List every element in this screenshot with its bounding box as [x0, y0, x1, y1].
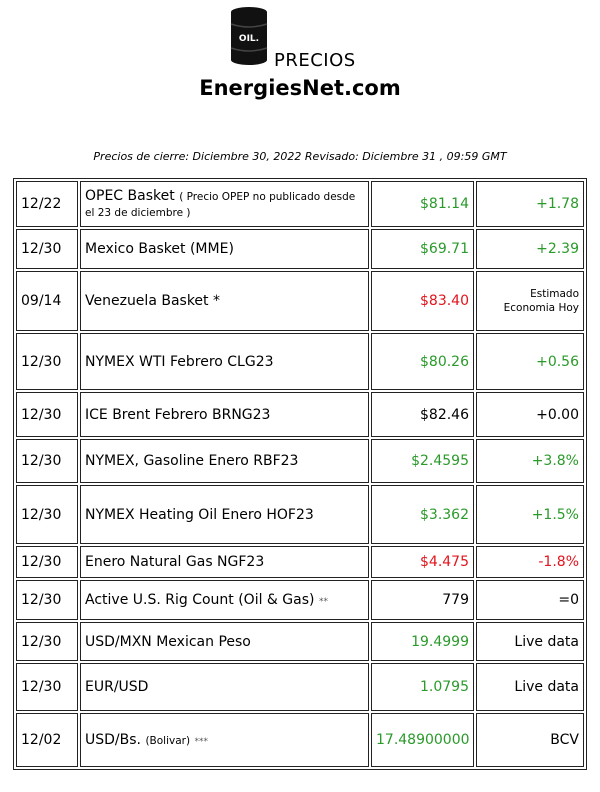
- instrument-note: (Bolivar): [145, 735, 191, 747]
- name-cell: NYMEX Heating Oil Enero HOF23: [80, 485, 369, 544]
- table-row: 12/30 EUR/USD 1.0795 Live data: [16, 663, 584, 711]
- table-row: 12/30 NYMEX WTI Febrero CLG23 $80.26 +0.56: [16, 333, 584, 390]
- date-cell: 12/02: [16, 713, 78, 767]
- date-cell: 12/30: [16, 663, 78, 711]
- instrument-name: NYMEX WTI Febrero CLG23: [85, 353, 274, 370]
- instrument-name: Enero Natural Gas NGF23: [85, 554, 265, 570]
- closing-note: Precios de cierre: Diciembre 30, 2022 Re…: [93, 150, 507, 163]
- date-cell: 12/30: [16, 229, 78, 269]
- oil-barrel-icon: OIL.: [230, 7, 268, 65]
- date-cell: 12/30: [16, 485, 78, 544]
- table-row: 12/30 USD/MXN Mexican Peso 19.4999 Live dat…: [16, 622, 584, 661]
- table-row: 12/02 USD/Bs. (Bolivar) *** 17.48900000 BCV: [16, 713, 584, 767]
- title: PRECIOS: [274, 50, 356, 71]
- date-cell: 09/14: [16, 271, 78, 331]
- change-cell: Estimado Economia Hoy: [476, 271, 584, 331]
- change-cell: +2.39: [476, 229, 584, 269]
- table-row: 12/30 Enero Natural Gas NGF23 $4.475 -1.8%: [16, 546, 584, 578]
- instrument-name: Mexico Basket (MME): [85, 241, 234, 257]
- name-cell: ICE Brent Febrero BRNG23: [80, 392, 369, 437]
- name-cell: OPEC Basket ( Precio OPEP no publicado d…: [80, 181, 369, 227]
- date-cell: 12/30: [16, 580, 78, 620]
- site-name: EnergiesNet.com: [199, 76, 401, 100]
- instrument-name: Active U.S. Rig Count (Oil & Gas): [85, 592, 315, 608]
- instrument-name: USD/Bs.: [85, 732, 141, 748]
- price-cell: 17.48900000: [371, 713, 474, 767]
- name-cell: NYMEX WTI Febrero CLG23: [80, 333, 369, 390]
- price-cell: $2.4595: [371, 439, 474, 483]
- footnote-mark: **: [318, 597, 328, 607]
- name-cell: Mexico Basket (MME): [80, 229, 369, 269]
- change-cell: -1.8%: [476, 546, 584, 578]
- table-row: 12/30 Mexico Basket (MME) $69.71 +2.39: [16, 229, 584, 269]
- date-cell: 12/30: [16, 439, 78, 483]
- price-table: 12/22 OPEC Basket ( Precio OPEP no public…: [13, 178, 587, 770]
- name-cell: USD/MXN Mexican Peso: [80, 622, 369, 661]
- date-cell: 12/30: [16, 622, 78, 661]
- header: OIL. PRECIOS EnergiesNet.com Precios de …: [0, 0, 600, 170]
- footnote-mark: ***: [194, 737, 209, 747]
- change-cell: =0: [476, 580, 584, 620]
- table-row: 12/30 NYMEX Heating Oil Enero HOF23 $3.362…: [16, 485, 584, 544]
- price-cell: 19.4999: [371, 622, 474, 661]
- instrument-name: Venezuela Basket *: [85, 293, 220, 309]
- price-cell: $69.71: [371, 229, 474, 269]
- name-cell: USD/Bs. (Bolivar) ***: [80, 713, 369, 767]
- date-cell: 12/22: [16, 181, 78, 227]
- instrument-name: NYMEX, Gasoline Enero RBF23: [85, 453, 299, 469]
- change-cell: Live data: [476, 663, 584, 711]
- instrument-name: EUR/USD: [85, 679, 149, 695]
- change-cell: +0.56: [476, 333, 584, 390]
- price-cell: $4.475: [371, 546, 474, 578]
- change-cell: +1.78: [476, 181, 584, 227]
- change-cell: +0.00: [476, 392, 584, 437]
- table-row: 12/22 OPEC Basket ( Precio OPEP no public…: [16, 181, 584, 227]
- price-cell: $81.14: [371, 181, 474, 227]
- change-line: Estimado: [530, 288, 579, 300]
- table-row: 12/30 NYMEX, Gasoline Enero RBF23 $2.4595 +…: [16, 439, 584, 483]
- name-cell: Venezuela Basket *: [80, 271, 369, 331]
- change-cell: +3.8%: [476, 439, 584, 483]
- instrument-name: NYMEX Heating Oil Enero HOF23: [85, 506, 314, 523]
- price-cell: $83.40: [371, 271, 474, 331]
- name-cell: Active U.S. Rig Count (Oil & Gas) **: [80, 580, 369, 620]
- change-line: Economia Hoy: [503, 302, 579, 314]
- change-cell: BCV: [476, 713, 584, 767]
- date-cell: 12/30: [16, 333, 78, 390]
- instrument-name: USD/MXN Mexican Peso: [85, 633, 251, 650]
- instrument-name: ICE Brent Febrero BRNG23: [85, 406, 271, 423]
- icon-label: OIL.: [239, 34, 259, 44]
- change-cell: Live data: [476, 622, 584, 661]
- price-cell: $82.46: [371, 392, 474, 437]
- name-cell: EUR/USD: [80, 663, 369, 711]
- table-row: 12/30 Active U.S. Rig Count (Oil & Gas) *…: [16, 580, 584, 620]
- name-cell: NYMEX, Gasoline Enero RBF23: [80, 439, 369, 483]
- price-cell: $3.362: [371, 485, 474, 544]
- instrument-note: ( Precio OPEP no publicado desde el 23 d…: [85, 191, 356, 219]
- table-row: 09/14 Venezuela Basket * $83.40 Estimado Eco…: [16, 271, 584, 331]
- name-cell: Enero Natural Gas NGF23: [80, 546, 369, 578]
- price-cell: $80.26: [371, 333, 474, 390]
- date-cell: 12/30: [16, 546, 78, 578]
- change-cell: +1.5%: [476, 485, 584, 544]
- date-cell: 12/30: [16, 392, 78, 437]
- table-row: 12/30 ICE Brent Febrero BRNG23 $82.46 +0.00: [16, 392, 584, 437]
- instrument-name: OPEC Basket: [85, 188, 175, 204]
- price-cell: 1.0795: [371, 663, 474, 711]
- price-cell: 779: [371, 580, 474, 620]
